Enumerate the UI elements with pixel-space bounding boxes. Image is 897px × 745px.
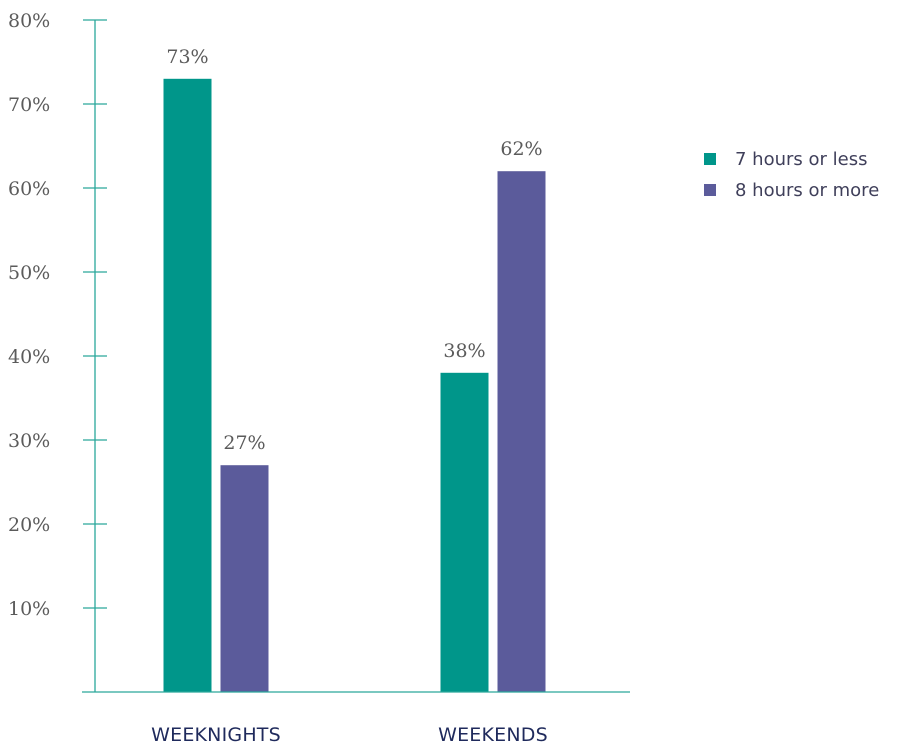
y-tick-label: 70%: [8, 94, 50, 116]
category-label: WEEKNIGHTS: [151, 724, 281, 745]
legend-label: 7 hours or less: [735, 149, 867, 170]
legend-swatch: [704, 153, 716, 165]
category-labels: WEEKNIGHTS WEEKENDS: [151, 724, 548, 745]
category-label: WEEKENDS: [438, 724, 548, 745]
data-label: 27%: [223, 432, 265, 454]
y-tick-label: 10%: [8, 598, 50, 620]
data-label: 38%: [443, 340, 485, 362]
bars: [163, 78, 546, 693]
y-tick-label: 60%: [8, 178, 50, 200]
y-tick-label: 40%: [8, 346, 50, 368]
y-tick-label: 30%: [8, 430, 50, 452]
data-label: 73%: [166, 46, 208, 68]
y-axis-ticks: 10% 20% 30% 40% 50% 60% 70% 80%: [8, 10, 107, 620]
data-label: 62%: [500, 138, 542, 160]
bar-weekends-series-1: [440, 372, 489, 692]
bar-weekends-series-2: [497, 171, 546, 692]
data-labels: 73% 27% 38% 62%: [166, 46, 542, 454]
legend: 7 hours or less 8 hours or more: [704, 149, 879, 201]
y-tick-label: 20%: [8, 514, 50, 536]
y-tick-label: 80%: [8, 10, 50, 32]
legend-swatch: [704, 184, 716, 196]
bar-weeknights-series-1: [163, 78, 212, 693]
legend-label: 8 hours or more: [735, 180, 879, 201]
bar-weeknights-series-2: [220, 465, 269, 692]
axes: [82, 20, 630, 693]
y-tick-label: 50%: [8, 262, 50, 284]
